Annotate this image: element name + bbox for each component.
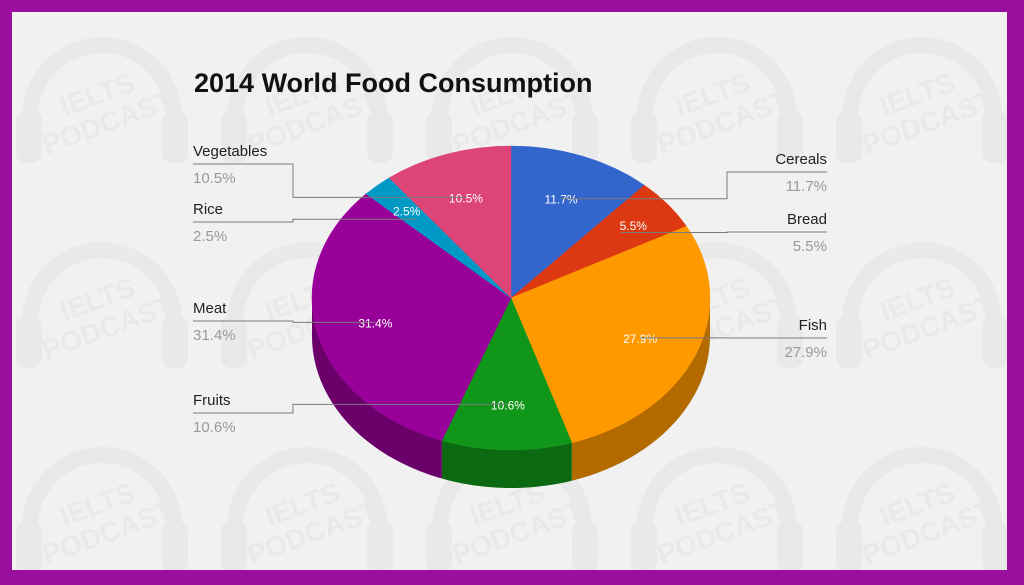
pie-slice-vegetables [388,145,512,299]
legend-label-fish: Fish [799,317,827,334]
headphone-icon [777,521,803,570]
headphone-icon [221,521,247,570]
pie-slice-fish [510,226,711,444]
pie-slice-meat [311,193,512,441]
headphone-icon [982,316,1007,368]
pie-side-walls [312,298,710,488]
leader-line-cereals [561,171,827,200]
leader-line-rice [193,218,418,223]
pie-slice-cereals [510,145,645,299]
pie-side-fruits [441,440,572,488]
slice-label-fruits: 10.6% [491,398,525,412]
legend-label-meat: Meat [193,300,227,317]
headphone-icon [836,111,862,163]
headphone-icon [982,521,1007,570]
pie-top-faces [311,145,711,451]
headphone-icon [637,37,797,118]
legend-value-fish: 27.9% [784,344,827,361]
headphone-icon [367,521,393,570]
slice-label-rice: 2.5% [393,204,421,218]
headphone-icon [227,447,387,528]
headphone-icon [777,316,803,368]
leader-line-fruits [193,403,508,414]
headphone-icon [777,111,803,163]
headphone-icon [572,521,598,570]
legend-label-cereals: Cereals [775,151,827,168]
chart-frame: IELTS PODCAST IELTS PODCAST IELTS PODCAST IELT… [12,12,1007,570]
headphone-icon [16,521,42,570]
slice-label-vegetables: 10.5% [449,191,483,205]
slice-label-meat: 31.4% [358,316,392,330]
headphone-icon [16,111,42,163]
headphone-icon [842,37,1002,118]
headphone-icon [842,447,1002,528]
legend-value-bread: 5.5% [793,238,827,255]
headphone-icon [637,447,797,528]
slice-label-cereals: 11.7% [544,193,577,207]
legend-value-vegetables: 10.5% [193,170,236,187]
slice-label-bread: 5.5% [620,219,648,233]
leader-line-meat [193,320,376,323]
legend-label-rice: Rice [193,201,223,218]
pie-side-fish [571,298,710,481]
headphone-icon [367,111,393,163]
legend-label-bread: Bread [787,211,827,228]
pie-chart: 11.7%5.5%27.9%10.6%31.4%2.5%10.5%Cereals… [193,143,827,488]
headphone-icon [631,521,657,570]
headphone-icon [836,316,862,368]
headphone-icon [162,111,188,163]
legend-label-fruits: Fruits [193,392,231,409]
headphone-icon [221,316,247,368]
headphone-icon [162,316,188,368]
pie-side-meat [312,298,442,479]
headphone-icon [426,521,452,570]
headphone-icon [426,111,452,163]
headphone-icon [22,447,182,528]
slice-percent-labels: 11.7% 5.5% 27.9% 10.6% 31.4% 2.5% 10.5% [358,191,657,412]
legend-value-cereals: 11.7% [786,178,827,195]
outside-labels: Cereals 11.7% Bread 5.5% Fish 27.9% Vegetables… [193,143,827,436]
legend-value-meat: 31.4% [193,327,236,344]
headphone-icon [631,111,657,163]
headphone-icon [22,37,182,118]
legend-label-vegetables: Vegetables [193,143,267,160]
headphone-icon [836,521,862,570]
chart-title: 2014 World Food Consumption [194,68,593,98]
headphone-icon [162,521,188,570]
slice-label-fish: 27.9% [623,332,657,346]
legend-value-rice: 2.5% [193,228,227,245]
legend-value-fruits: 10.6% [193,419,236,436]
headphone-icon [227,37,387,118]
pie-slice-fruits [441,297,573,451]
headphone-icon [432,37,592,118]
headphone-icon [22,242,182,323]
leader-line-vegetables [193,163,466,198]
headphone-icon [221,111,247,163]
headphone-icon [16,316,42,368]
headphone-icon [982,111,1007,163]
headphone-icon [842,242,1002,323]
headphone-icon [572,111,598,163]
